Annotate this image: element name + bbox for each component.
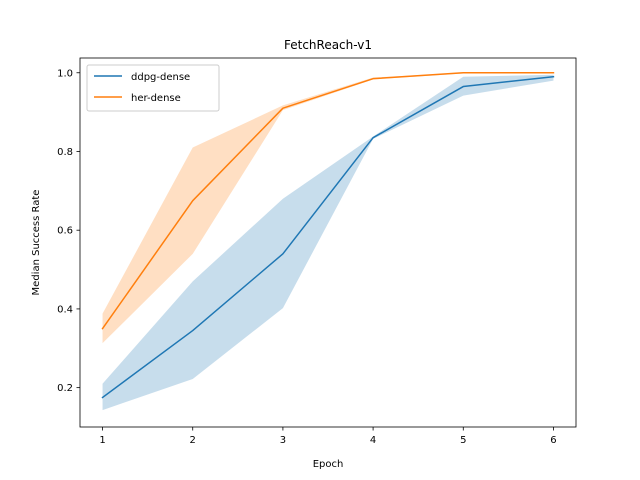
chart-title: FetchReach-v1 (284, 38, 372, 52)
y-axis-ticks: 0.2 0.4 0.6 0.8 1.0 (57, 68, 80, 394)
x-tick-label: 3 (280, 435, 286, 446)
x-tick-label: 4 (370, 435, 376, 446)
x-tick-label: 6 (550, 435, 556, 446)
y-tick-label: 0.2 (57, 383, 73, 394)
legend-label-her-dense: her-dense (131, 93, 181, 104)
x-tick-label: 2 (190, 435, 196, 446)
x-axis-ticks: 1 2 3 4 5 6 (99, 427, 557, 446)
y-tick-label: 1.0 (57, 68, 73, 79)
series-lines (101, 72, 555, 399)
series-line-her-dense (101, 72, 555, 330)
series-line-ddpg-dense (101, 75, 555, 399)
legend: ddpg-dense her-dense (86, 64, 220, 112)
y-tick-label: 0.8 (57, 147, 73, 158)
legend-label-ddpg-dense: ddpg-dense (131, 72, 190, 83)
y-axis-label: Median Success Rate (31, 190, 42, 296)
plot-frame (79, 57, 577, 428)
x-tick-label: 5 (460, 435, 466, 446)
confidence-bands (102, 72, 554, 411)
y-tick-label: 0.4 (57, 304, 73, 315)
band-her-dense (102, 72, 554, 344)
x-axis-label: Epoch (313, 459, 344, 470)
x-tick-label: 1 (99, 435, 105, 446)
band-ddpg-dense (102, 74, 554, 411)
y-tick-label: 0.6 (57, 226, 73, 237)
